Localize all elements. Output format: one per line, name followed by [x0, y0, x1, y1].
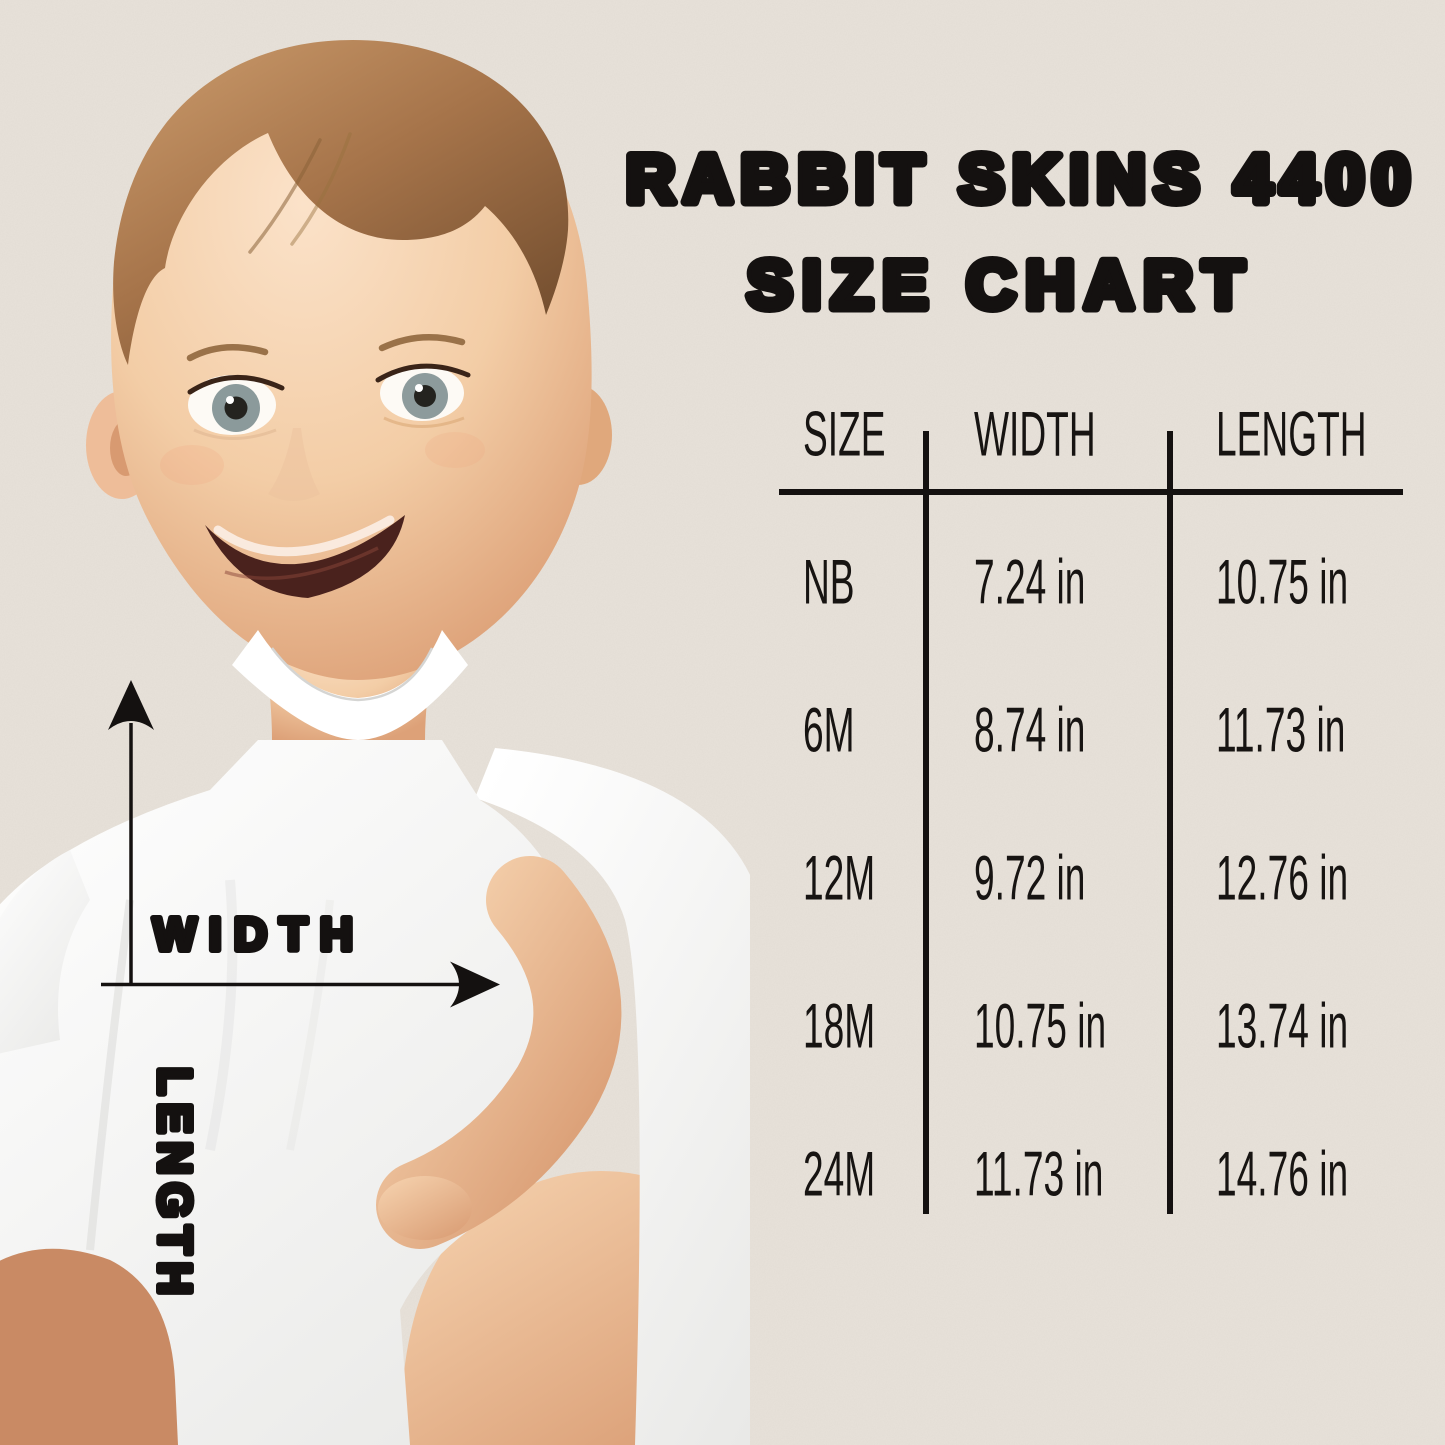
- svg-text:RABBIT SKINS 4400: RABBIT SKINS 4400: [626, 141, 1410, 217]
- svg-text:SIZE CHART: SIZE CHART: [747, 247, 1244, 323]
- svg-text:WIDTH: WIDTH: [153, 908, 353, 960]
- svg-text:LENGTH: LENGTH: [149, 1067, 201, 1295]
